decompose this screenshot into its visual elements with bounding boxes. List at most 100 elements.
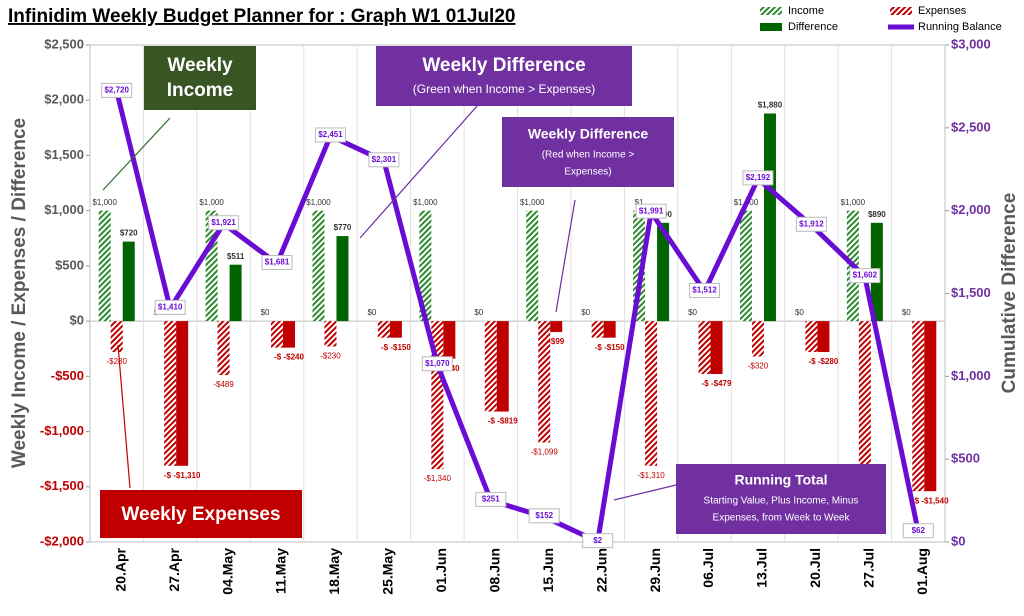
data-label: -$230 xyxy=(320,352,341,361)
data-label: $62 xyxy=(902,523,934,539)
y-tick-label: $2,500 xyxy=(44,36,84,51)
bar xyxy=(377,321,390,338)
data-label-text: $1,991 xyxy=(639,206,664,215)
annotation-box xyxy=(676,464,886,534)
data-label: -$ -$1,540 xyxy=(912,496,949,505)
data-label: $0 xyxy=(581,308,590,317)
x-tick-label: 01.Jun xyxy=(433,548,449,592)
data-label: $2,720 xyxy=(101,82,133,98)
bar xyxy=(419,210,432,322)
legend-swatch xyxy=(760,23,782,31)
x-tick-label: 20.Jul xyxy=(807,548,823,588)
y-tick-label: -$2,000 xyxy=(40,533,84,548)
x-tick-label: 27.Apr xyxy=(166,547,182,591)
x-tick-label: 06.Jul xyxy=(700,548,716,588)
data-label-text: $1,602 xyxy=(853,271,878,280)
bar xyxy=(496,321,509,412)
line xyxy=(114,90,921,545)
data-label: $2,451 xyxy=(314,127,346,143)
annotation-text: Weekly Difference xyxy=(528,126,649,142)
data-label-box xyxy=(314,127,346,143)
data-label: $2,192 xyxy=(742,170,774,186)
annotation-box xyxy=(144,46,256,110)
legend-swatch xyxy=(890,7,912,15)
data-label-box xyxy=(208,215,240,231)
bar xyxy=(698,321,711,375)
annotation-text: Weekly Difference xyxy=(422,55,585,76)
y-tick-label: $1,000 xyxy=(44,202,84,217)
data-label-box xyxy=(101,82,133,98)
data-label-box xyxy=(689,283,721,299)
data-label: -$ -$280 xyxy=(809,357,839,366)
legend-label: Income xyxy=(788,5,824,17)
x-tick-label: 18.May xyxy=(326,548,342,595)
data-label-box xyxy=(528,508,560,524)
data-label: $1,000 xyxy=(841,198,866,207)
y2-tick-label: $0 xyxy=(951,533,965,548)
data-label-box xyxy=(582,533,614,549)
data-label-box xyxy=(421,356,453,372)
x-tick-label: 22.Jun xyxy=(593,548,609,592)
leader xyxy=(102,117,171,191)
y2-tick-label: $2,500 xyxy=(951,119,991,134)
bar xyxy=(336,236,349,322)
data-label: -$489 xyxy=(213,380,234,389)
data-label-text: $1,681 xyxy=(265,258,290,267)
x-tick-label: 29.Jun xyxy=(647,548,663,592)
y2-tick-label: $1,500 xyxy=(951,285,991,300)
data-label: -$ -$1,310 xyxy=(164,471,201,480)
data-label: $0 xyxy=(688,308,697,317)
data-label-box xyxy=(368,152,400,168)
legend: Income Expenses Difference Running Balance xyxy=(760,5,1002,33)
bar xyxy=(751,321,764,357)
bar xyxy=(176,321,189,466)
data-label: $1 xyxy=(635,198,644,207)
y2-axis-label: Cumulative Difference xyxy=(999,193,1020,394)
data-label: $1,921 xyxy=(208,215,240,231)
bar xyxy=(98,210,111,322)
data-label-text: $62 xyxy=(912,526,926,535)
data-label-text: $1,912 xyxy=(799,219,824,228)
bar xyxy=(526,210,539,322)
data-label: $1,991 xyxy=(635,203,667,219)
bar xyxy=(657,222,670,322)
data-label: -$320 xyxy=(748,362,769,371)
bar xyxy=(389,321,402,338)
data-label-text: $1,921 xyxy=(211,218,236,227)
data-label: -$99 xyxy=(548,337,565,346)
annotation-text: Running Total xyxy=(734,472,827,488)
leader xyxy=(117,344,131,489)
leader xyxy=(555,199,576,313)
data-label: $1,410 xyxy=(154,299,186,315)
data-label: $1,512 xyxy=(689,283,721,299)
data-label-box xyxy=(902,523,934,539)
x-tick-label: 25.May xyxy=(380,548,396,595)
bar xyxy=(538,321,551,443)
legend-swatch xyxy=(760,7,782,15)
annotation-text: (Red when Income > xyxy=(542,150,635,161)
data-label: $1,000 xyxy=(199,198,224,207)
data-label: -$1,310 xyxy=(638,471,666,480)
y-tick-label: -$1,500 xyxy=(40,478,84,493)
data-label: $0 xyxy=(261,308,270,317)
bar xyxy=(110,321,123,353)
bar xyxy=(805,321,818,353)
bar xyxy=(739,210,752,322)
data-label: $1,602 xyxy=(849,268,881,284)
leader xyxy=(613,484,677,501)
data-label-box xyxy=(261,255,293,271)
bar xyxy=(858,321,871,471)
data-label: $770 xyxy=(334,223,352,232)
data-label: $1,880 xyxy=(758,101,783,110)
y-tick-label: -$1,000 xyxy=(40,423,84,438)
data-label: $0 xyxy=(474,308,483,317)
data-label: -$ -$479 xyxy=(702,379,732,388)
bars: $1,000 $0 $1,000 $0 $1,000 $0 $1,000 $0 $1,000 $0… xyxy=(92,82,949,549)
data-label: $1,000 xyxy=(92,198,117,207)
y-tick-label: $2,000 xyxy=(44,92,84,107)
y2-tick-label: $500 xyxy=(951,451,980,466)
data-label: -$280 xyxy=(106,357,127,366)
data-label: -$1,340 xyxy=(424,474,452,483)
data-label-box xyxy=(742,170,774,186)
